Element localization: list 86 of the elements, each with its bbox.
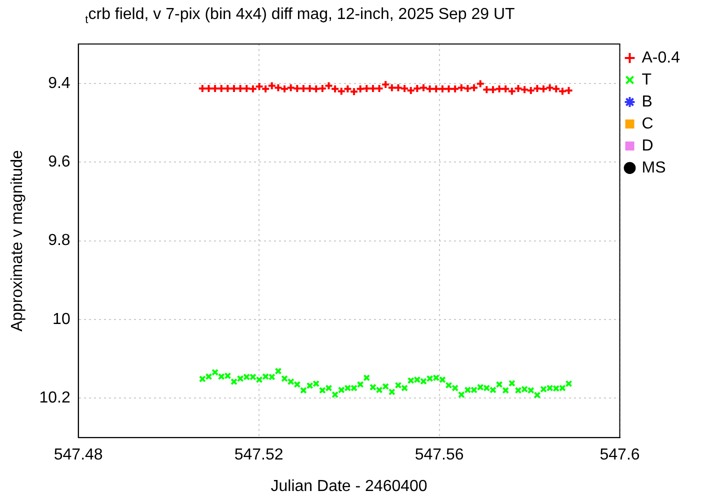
point — [483, 384, 490, 392]
legend-label: T — [642, 71, 652, 88]
point — [444, 84, 454, 94]
point — [527, 386, 534, 394]
point — [476, 384, 484, 391]
point — [248, 84, 258, 94]
y-tick-label: 9.6 — [48, 153, 70, 170]
point — [508, 380, 516, 387]
point — [452, 384, 459, 392]
point — [565, 380, 572, 388]
legend-label: B — [642, 93, 652, 110]
point — [514, 386, 522, 394]
point — [325, 384, 332, 392]
y-tick-label: 9.4 — [48, 74, 70, 92]
point — [470, 83, 479, 92]
point — [401, 384, 408, 392]
point — [420, 378, 427, 385]
point — [432, 84, 441, 94]
legend-label: MS — [642, 159, 666, 176]
point — [268, 374, 276, 380]
legend-label: C — [642, 115, 654, 132]
point — [198, 375, 206, 382]
y-tick-label: 10 — [52, 310, 70, 328]
chart-title: $_{t}$crb field, v 7-pix (bin 4x4) diff mag, 12-inch, 2025 Sep 29 UT — [84, 6, 516, 26]
point — [426, 375, 434, 382]
point — [369, 384, 376, 391]
x-axis-title: Julian Date - 2460400 — [270, 478, 428, 495]
point — [496, 380, 503, 388]
point — [558, 384, 566, 392]
point — [312, 84, 321, 94]
point — [552, 384, 560, 392]
point — [438, 376, 446, 384]
point — [274, 368, 282, 375]
legend-label: A-0.4 — [642, 49, 680, 66]
point — [294, 380, 301, 388]
point — [306, 382, 314, 390]
point — [394, 382, 402, 389]
point — [407, 377, 414, 384]
x-tick-label: 547.56 — [414, 446, 464, 464]
point — [281, 375, 288, 382]
point — [350, 384, 358, 392]
point — [287, 378, 294, 386]
point — [546, 384, 554, 392]
point — [458, 391, 465, 398]
point — [262, 373, 270, 380]
point — [414, 376, 421, 384]
point — [243, 374, 250, 380]
legend-label: D — [642, 137, 654, 154]
point — [218, 373, 225, 380]
point — [494, 84, 504, 94]
point — [332, 391, 339, 398]
point — [224, 372, 232, 380]
point — [356, 84, 365, 94]
point — [464, 386, 472, 394]
point — [521, 386, 528, 393]
point — [432, 374, 440, 382]
point — [344, 384, 352, 392]
x-tick-label: 547.52 — [234, 446, 284, 464]
y-tick-label: 10.2 — [39, 390, 70, 407]
point — [490, 386, 496, 394]
x-tick-label: 547.48 — [54, 446, 103, 464]
point — [312, 380, 320, 388]
point — [230, 378, 238, 386]
y-axis-title: Approximate v magnitude — [9, 150, 26, 332]
y-tick-label: 9.8 — [48, 232, 70, 250]
point — [450, 84, 460, 94]
point — [382, 382, 390, 390]
point — [540, 386, 547, 393]
point — [363, 374, 370, 382]
point — [300, 386, 307, 394]
point — [445, 382, 452, 389]
point — [534, 392, 541, 399]
point — [376, 386, 383, 394]
point — [212, 368, 219, 376]
point — [256, 376, 263, 384]
point — [502, 386, 510, 394]
x-tick-label: 547.6 — [600, 446, 640, 464]
point — [318, 386, 326, 394]
point — [388, 388, 396, 396]
point — [470, 386, 478, 394]
point — [338, 386, 345, 394]
point — [438, 84, 447, 94]
point — [236, 375, 244, 382]
point — [205, 373, 212, 380]
point — [356, 380, 364, 388]
point — [249, 374, 256, 380]
